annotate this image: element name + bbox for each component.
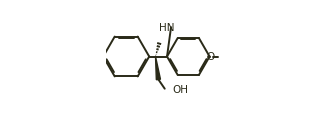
Text: OH: OH <box>172 84 188 94</box>
Text: O: O <box>207 52 215 62</box>
Text: HN: HN <box>159 22 175 32</box>
Polygon shape <box>156 57 160 80</box>
